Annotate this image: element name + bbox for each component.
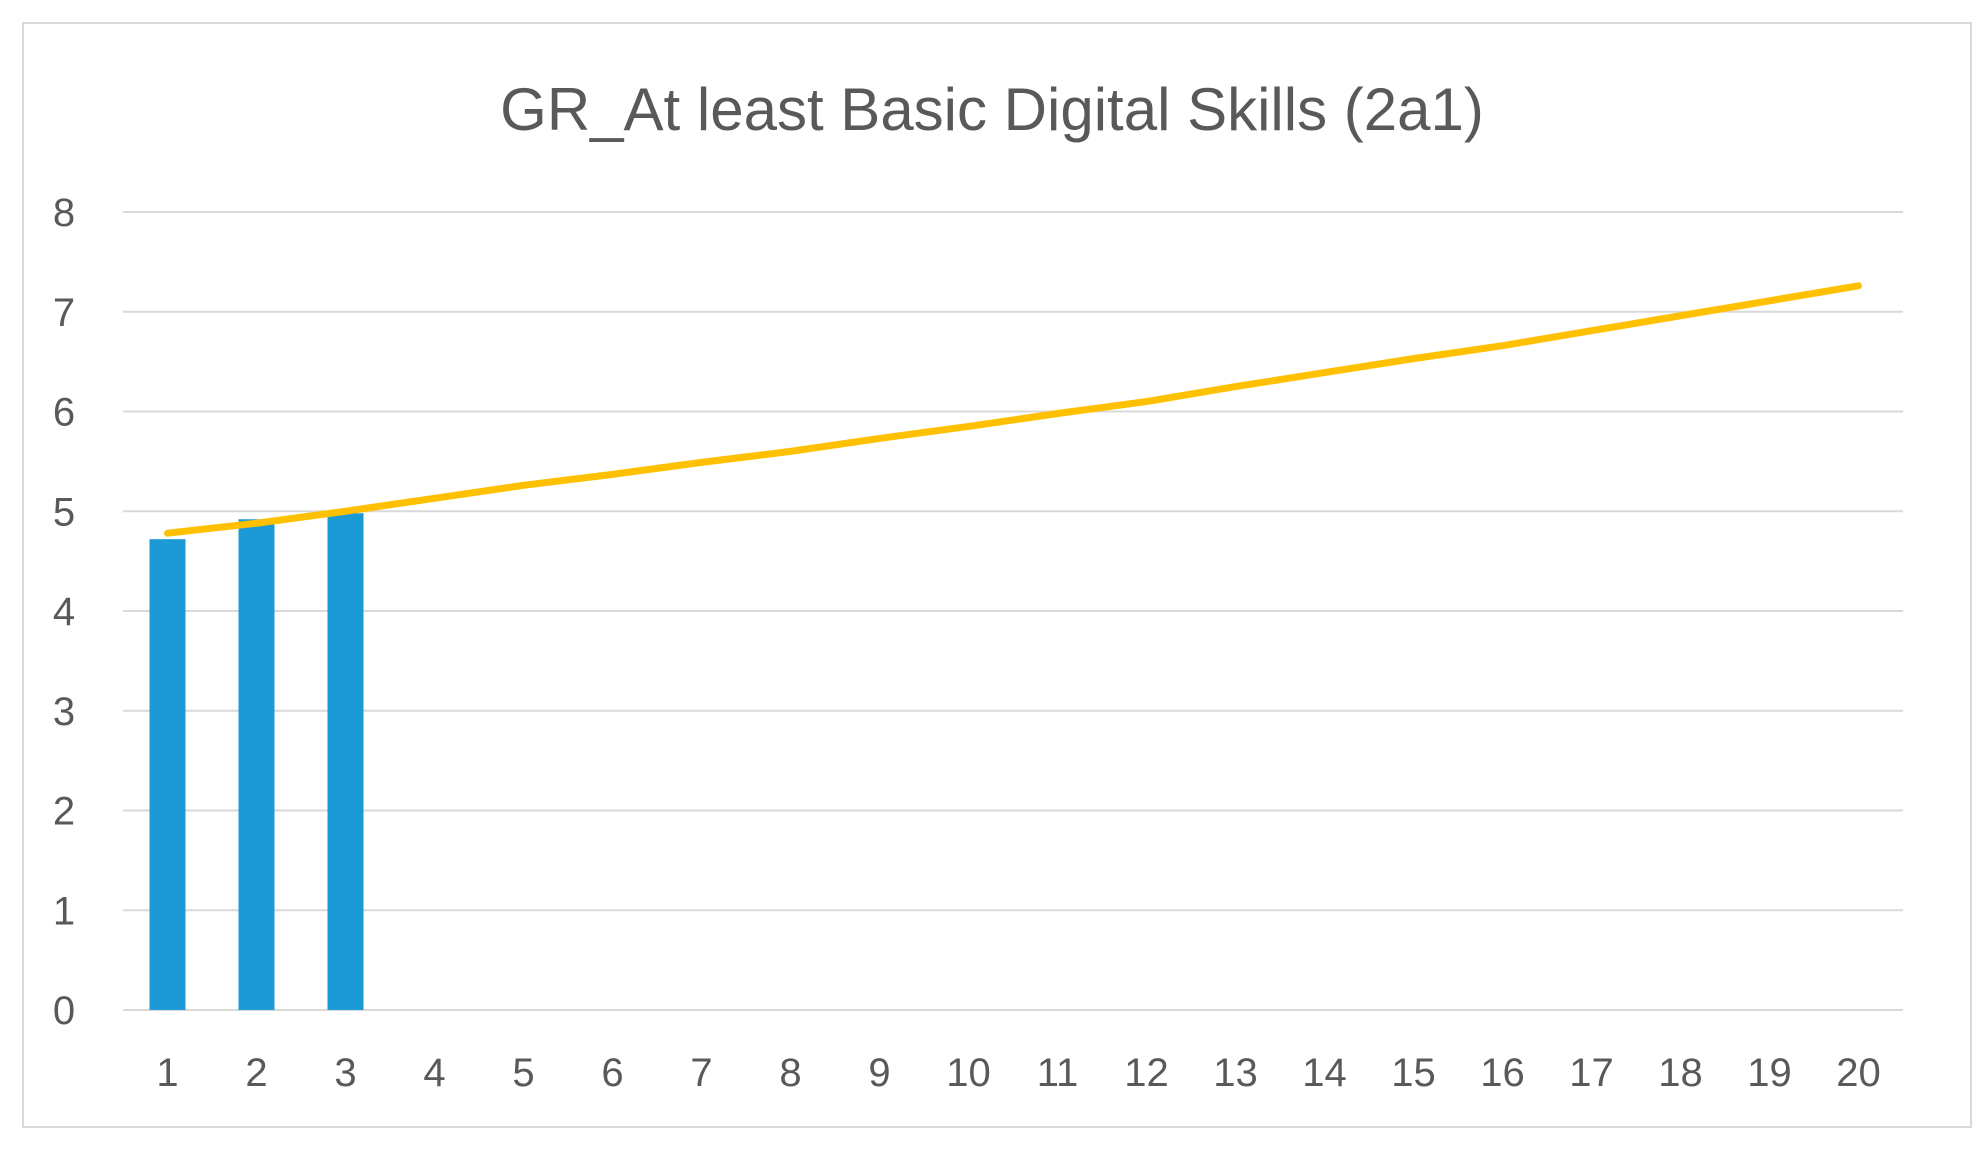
x-tick-label: 9 bbox=[868, 1051, 890, 1095]
x-tick-label: 15 bbox=[1391, 1051, 1436, 1095]
y-tick-label: 6 bbox=[53, 391, 75, 435]
x-tick-label: 4 bbox=[423, 1051, 445, 1095]
bar-3 bbox=[327, 513, 364, 1010]
x-tick-label: 18 bbox=[1658, 1051, 1703, 1095]
x-tick-label: 20 bbox=[1836, 1051, 1881, 1095]
x-tick-label: 3 bbox=[334, 1051, 356, 1095]
trend-line bbox=[164, 282, 1862, 537]
y-tick-label: 3 bbox=[53, 690, 75, 734]
x-tick-label: 1 bbox=[156, 1051, 178, 1095]
x-tick-label: 17 bbox=[1569, 1051, 1614, 1095]
bar-2 bbox=[238, 519, 275, 1010]
x-tick-label: 11 bbox=[1037, 1051, 1079, 1095]
y-tick-label: 5 bbox=[53, 490, 75, 534]
x-tick-label: 14 bbox=[1302, 1051, 1347, 1095]
chart-title: GR_At least Basic Digital Skills (2a1) bbox=[500, 76, 1484, 143]
x-tick-label: 2 bbox=[245, 1051, 267, 1095]
y-tick-label: 4 bbox=[53, 590, 75, 634]
y-tick-label: 7 bbox=[53, 291, 75, 335]
y-tick-label: 8 bbox=[53, 191, 75, 235]
bar-1 bbox=[149, 539, 186, 1010]
y-tick-label: 2 bbox=[53, 790, 75, 834]
x-tick-label: 7 bbox=[690, 1051, 712, 1095]
y-tick-label: 1 bbox=[53, 889, 75, 933]
y-axis-ticks: 0 1 2 3 4 5 6 7 8 bbox=[53, 191, 75, 1033]
x-tick-label: 13 bbox=[1213, 1051, 1258, 1095]
x-tick-label: 5 bbox=[512, 1051, 534, 1095]
x-axis-ticks: 1 2 3 4 5 6 7 8 9 10 11 12 13 14 15 16 17 18 19 20 bbox=[156, 1051, 1880, 1095]
y-tick-label: 0 bbox=[53, 989, 75, 1033]
x-tick-label: 12 bbox=[1124, 1051, 1169, 1095]
x-tick-label: 8 bbox=[779, 1051, 801, 1095]
x-tick-label: 16 bbox=[1480, 1051, 1525, 1095]
gridlines bbox=[123, 211, 1903, 1011]
x-tick-label: 19 bbox=[1747, 1051, 1792, 1095]
x-tick-label: 10 bbox=[946, 1051, 991, 1095]
line-series bbox=[164, 282, 1862, 537]
bar-series bbox=[149, 513, 364, 1010]
x-tick-label: 6 bbox=[601, 1051, 623, 1095]
